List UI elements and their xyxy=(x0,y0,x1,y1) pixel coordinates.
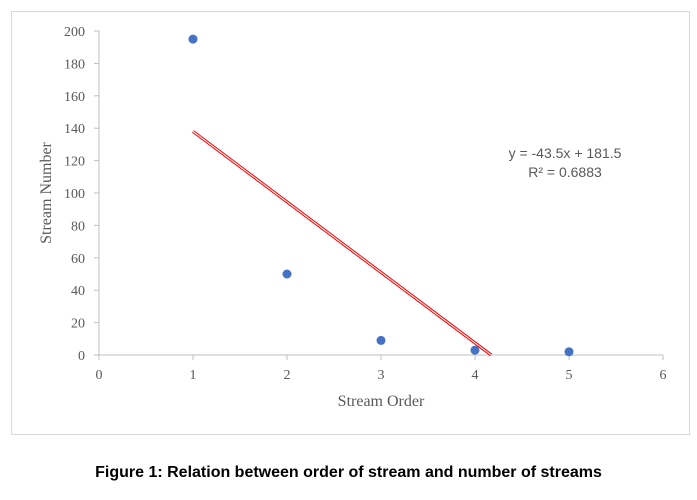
trendline-r2: R² = 0.6883 xyxy=(528,164,602,180)
y-tick-label: 40 xyxy=(71,284,85,299)
x-tick-label: 5 xyxy=(566,368,573,383)
chart-frame xyxy=(11,11,690,435)
scatter-chart: 0 20 40 60 80 100 120 140 160 180 200 0 1 2 3 4 5 6 Stream… xyxy=(38,25,667,410)
y-tick-label: 120 xyxy=(64,155,85,170)
y-tick-label: 60 xyxy=(71,252,85,267)
y-tick-label: 160 xyxy=(64,90,85,105)
y-tick-label: 0 xyxy=(78,349,85,364)
x-tick-label: 6 xyxy=(660,368,667,383)
data-point xyxy=(282,269,292,279)
y-tick-label: 20 xyxy=(71,317,85,332)
y-tick-label: 200 xyxy=(64,25,85,40)
x-tick-label: 4 xyxy=(472,368,479,383)
x-tick-label: 1 xyxy=(190,368,197,383)
data-point xyxy=(564,347,574,357)
y-axis-title: Stream Number xyxy=(38,141,55,243)
trendline-inner xyxy=(192,131,492,356)
x-tick-label: 0 xyxy=(96,368,103,383)
x-axis-title: Stream Order xyxy=(338,393,425,410)
y-tick-label: 180 xyxy=(64,57,85,72)
x-tick-label: 3 xyxy=(378,368,385,383)
data-point xyxy=(188,34,198,44)
trendline-equation: y = -43.5x + 181.5 xyxy=(509,145,622,161)
x-tick-label: 2 xyxy=(284,368,291,383)
figure-caption: Figure 1: Relation between order of stre… xyxy=(95,464,602,481)
y-tick-label: 80 xyxy=(71,219,85,234)
data-point xyxy=(376,335,386,345)
y-tick-label: 140 xyxy=(64,122,85,137)
data-point xyxy=(470,345,480,355)
y-tick-label: 100 xyxy=(64,187,85,202)
